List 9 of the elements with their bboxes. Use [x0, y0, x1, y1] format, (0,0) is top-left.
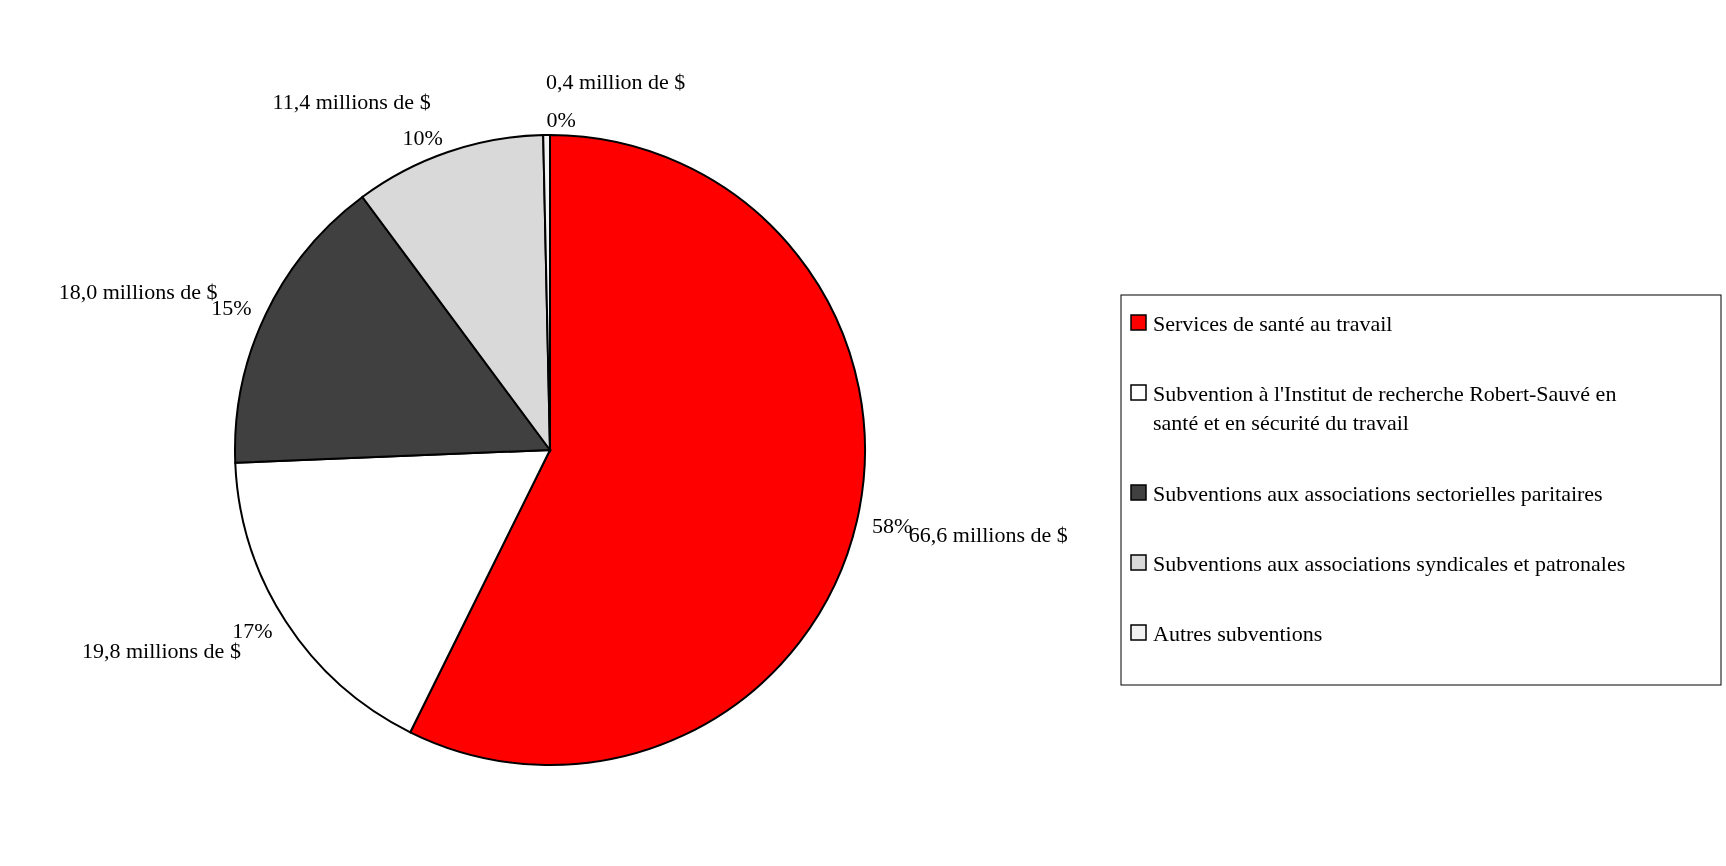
legend-label: Services de santé au travail [1153, 310, 1393, 336]
data-label: 0,4 million de $ [546, 69, 686, 95]
legend-label: Autres subventions [1153, 620, 1323, 646]
legend-label: Subvention à l'Institut de recherche Robert-Sauvé en santé et en sécurité du travail [1153, 380, 1617, 436]
legend-label: Subventions aux associations sectorielles paritaires [1153, 480, 1603, 506]
data-label: 11,4 millions de $ [272, 89, 431, 115]
text: 0% [546, 106, 576, 132]
text: 10% [402, 124, 443, 150]
legend-label: Subventions aux associations syndicales et patronales [1153, 550, 1626, 576]
